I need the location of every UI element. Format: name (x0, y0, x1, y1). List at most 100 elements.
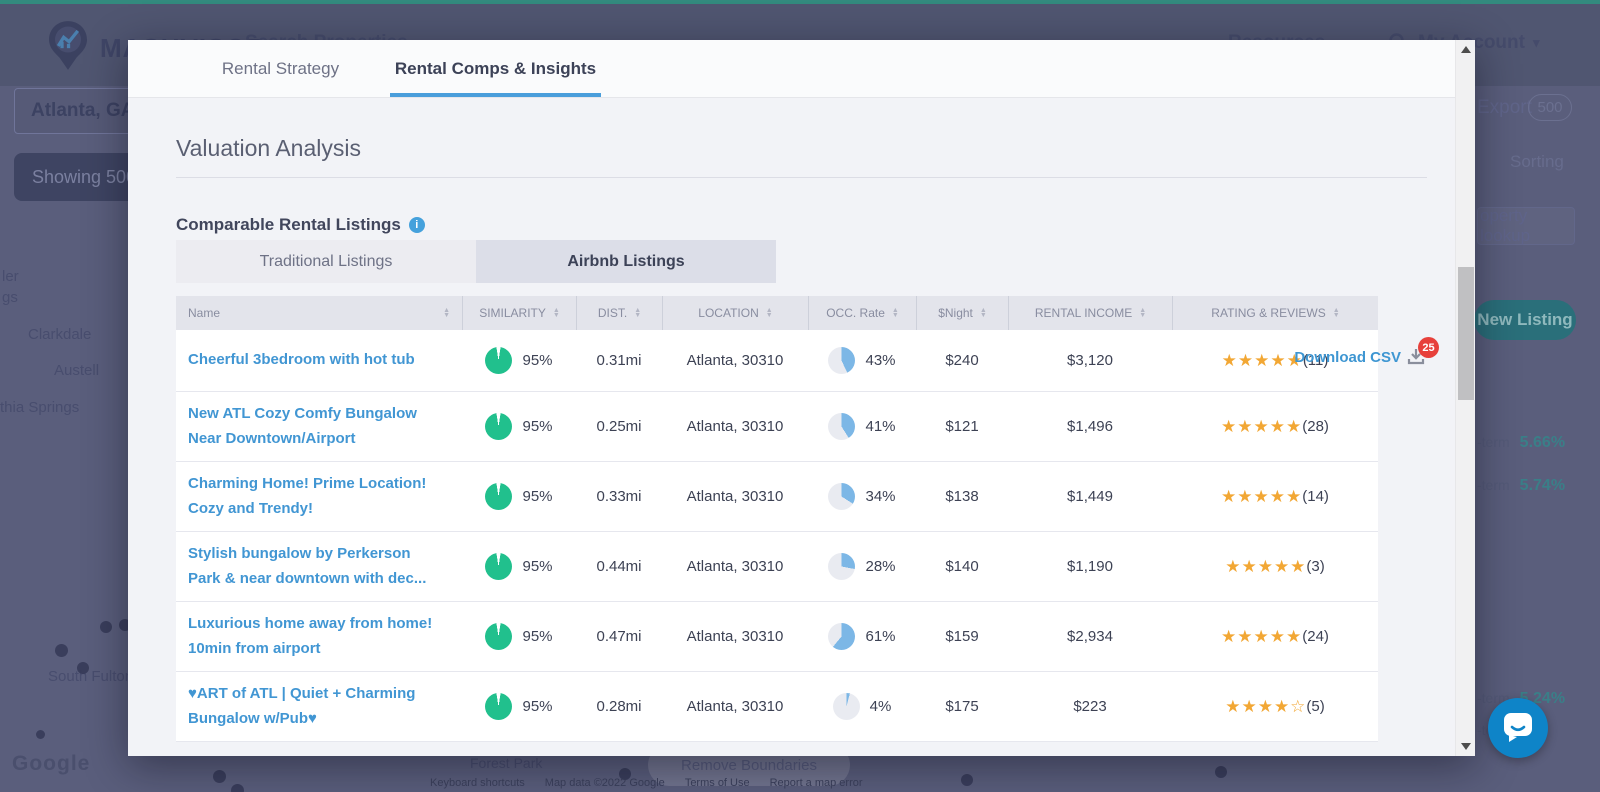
occupancy-pie-icon (828, 623, 856, 650)
rating-cell: ★★★★★ (24) (1172, 602, 1378, 671)
scroll-down-arrow-icon[interactable] (1461, 743, 1471, 750)
map-marker-dot[interactable] (619, 768, 631, 780)
similarity-cell: 95% (462, 602, 576, 671)
night-price-cell: $240 (945, 352, 979, 369)
tab-rental-strategy[interactable]: Rental Strategy (221, 58, 340, 78)
new-listing-button[interactable]: New Listing (1474, 300, 1576, 340)
column-header-similarity[interactable]: SIMILARITY ▲ ▼ (462, 296, 576, 330)
tab-rental-comps-insights[interactable]: Rental Comps & Insights (388, 40, 603, 97)
page-title: Valuation Analysis (176, 135, 361, 161)
attribution-report[interactable]: Report a map error (769, 777, 863, 789)
similarity-pie-icon (485, 413, 513, 440)
map-marker-dot[interactable] (1215, 766, 1227, 778)
sort-icon[interactable]: ▲ ▼ (634, 307, 642, 319)
location-cell: Atlanta, 30310 (686, 628, 784, 645)
map-marker-dot[interactable] (77, 662, 89, 674)
similarity-pie-icon (485, 693, 513, 720)
night-price-cell: $159 (945, 628, 979, 645)
column-header-name[interactable]: Name ▲ ▼ (188, 306, 450, 320)
scroll-up-arrow-icon[interactable] (1461, 46, 1471, 53)
listing-name-cell: New ATL Cozy Comfy Bungalow Near Downtow… (176, 392, 462, 461)
download-count-badge: 25 (1418, 337, 1439, 358)
active-tab-underline (390, 93, 601, 97)
tab-traditional-listings[interactable]: Traditional Listings (176, 240, 476, 283)
map-pin-logo-icon (46, 20, 90, 77)
tab-airbnb-listings[interactable]: Airbnb Listings (476, 240, 776, 283)
attribution-keyboard[interactable]: Keyboard shortcuts (430, 777, 525, 789)
sort-icon[interactable]: ▲ ▼ (891, 307, 899, 319)
export-label[interactable]: Export (1477, 97, 1532, 118)
column-header-night-price[interactable]: $Night ▲ ▼ (916, 296, 1008, 330)
similarity-pie-icon (485, 483, 513, 510)
rental-income-cell: $1,190 (1067, 558, 1113, 575)
scrollbar-thumb[interactable] (1458, 267, 1474, 400)
map-marker-dot[interactable] (36, 730, 45, 739)
listing-type-tabs: Traditional Listings Airbnb Listings (176, 240, 1427, 283)
star-rating-icons: ★★★★★ (1221, 486, 1303, 506)
column-header-location[interactable]: LOCATION ▲ ▼ (662, 296, 808, 330)
listing-name-link[interactable]: Stylish bungalow by Perkerson Park & nea… (188, 544, 427, 587)
rate-row: -term 5.66% (1477, 434, 1566, 451)
occupancy-cell: 41% (808, 392, 916, 461)
sort-icon[interactable]: ▲ ▼ (1332, 307, 1340, 319)
sort-icon[interactable]: ▲ ▼ (552, 307, 560, 319)
distance-cell: 0.47mi (596, 628, 642, 645)
similarity-cell: 95% (462, 462, 576, 531)
table-row: Charming Home! Prime Location! Cozy and … (176, 462, 1378, 532)
top-accent-strip (0, 0, 1600, 4)
night-price-cell: $121 (945, 418, 979, 435)
occupancy-pie-icon (832, 693, 860, 720)
similarity-cell: 95% (462, 392, 576, 461)
info-icon[interactable]: i (408, 217, 425, 233)
google-watermark: Google (12, 752, 91, 775)
chat-bubble-icon (1501, 709, 1535, 748)
similarity-cell: 95% (462, 330, 576, 391)
star-rating-icons: ★★★★★ (1225, 556, 1307, 576)
distance-cell: 0.25mi (596, 418, 642, 435)
distance-cell: 0.31mi (596, 352, 642, 369)
map-marker-dot[interactable] (231, 784, 244, 792)
listing-name-cell: Stylish bungalow by Perkerson Park & nea… (176, 532, 462, 601)
similarity-pie-icon (485, 623, 513, 650)
attribution-terms[interactable]: Terms of Use (684, 777, 750, 789)
similarity-pie-icon (485, 347, 513, 374)
download-csv[interactable]: Download CSV 25 (1294, 337, 1439, 369)
modal-scrollbar[interactable] (1455, 40, 1475, 756)
sorting-label[interactable]: Sorting (1510, 152, 1564, 171)
rating-cell: ★★★★☆ (5) (1172, 672, 1378, 741)
occupancy-cell: 43% (808, 330, 916, 391)
map-marker-dot[interactable] (213, 770, 226, 783)
export-count-badge: 500 (1528, 94, 1572, 121)
column-header-distance[interactable]: DIST. ▲ ▼ (576, 296, 662, 330)
rental-income-cell: $1,496 (1067, 418, 1113, 435)
map-marker-dot[interactable] (100, 621, 112, 633)
map-marker-dot[interactable] (55, 644, 68, 657)
column-header-rental-income[interactable]: RENTAL INCOME ▲ ▼ (1008, 296, 1172, 330)
review-count: (28) (1302, 418, 1329, 435)
column-header-occ-rate[interactable]: OCC. Rate ▲ ▼ (808, 296, 916, 330)
listing-name-link[interactable]: ♥ART of ATL | Quiet + Charming Bungalow … (188, 684, 416, 727)
column-header-rating-reviews[interactable]: RATING & REVIEWS ▲ ▼ (1172, 296, 1378, 330)
chat-launcher-button[interactable] (1488, 698, 1548, 758)
listing-name-link[interactable]: New ATL Cozy Comfy Bungalow Near Downtow… (188, 404, 417, 447)
download-csv-link[interactable]: Download CSV (1294, 348, 1401, 366)
location-cell: Atlanta, 30310 (686, 558, 784, 575)
modal-body: Valuation Analysis Comparable Rental Lis… (128, 135, 1475, 742)
listing-name-link[interactable]: Cheerful 3bedroom with hot tub (188, 351, 415, 369)
location-cell: Atlanta, 30310 (686, 418, 784, 435)
download-icon (1407, 349, 1425, 369)
listing-name-cell: Cheerful 3bedroom with hot tub (176, 330, 462, 391)
listing-name-link[interactable]: Luxurious home away from home! 10min fro… (188, 614, 433, 657)
property-lookup-field[interactable]: operty lookup (1477, 206, 1575, 245)
star-rating-icons: ★★★★☆ (1225, 696, 1307, 716)
star-rating-icons: ★★★★★ (1221, 626, 1303, 646)
divider (176, 177, 1427, 178)
sort-icon[interactable]: ▲ ▼ (765, 307, 773, 319)
map-marker-dot[interactable] (961, 774, 973, 786)
sort-icon[interactable]: ▲ ▼ (1139, 307, 1147, 319)
listing-name-link[interactable]: Charming Home! Prime Location! Cozy and … (188, 474, 427, 517)
sort-icon[interactable]: ▲ ▼ (979, 307, 987, 319)
sort-icon[interactable]: ▲ ▼ (443, 307, 450, 319)
rating-cell: ★★★★★ (11) (1172, 330, 1378, 391)
map-label: Clarkdale (28, 326, 92, 343)
